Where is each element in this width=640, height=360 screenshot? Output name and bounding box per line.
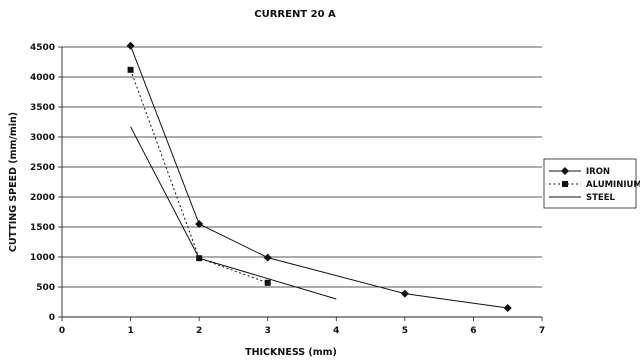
chart-title: CURRENT 20 A bbox=[254, 9, 336, 20]
x-tick-label-1: 1 bbox=[127, 326, 133, 336]
point-iron-2 bbox=[195, 220, 204, 228]
y-tick-label-1500: 1500 bbox=[30, 223, 55, 233]
y-tick-label-4500: 4500 bbox=[30, 43, 55, 53]
legend: IRON ALUMINIUM STEEL bbox=[543, 158, 640, 209]
y-tick-label-2500: 2500 bbox=[30, 163, 55, 173]
y-tick-label-0: 0 bbox=[49, 313, 55, 323]
legend-label-iron: IRON bbox=[586, 167, 610, 177]
series-line-iron bbox=[130, 45, 508, 309]
legend-marker-aluminium bbox=[562, 181, 568, 187]
x-tick-label-0: 0 bbox=[59, 326, 65, 336]
series-line-aluminium bbox=[130, 69, 268, 284]
point-aluminium-1 bbox=[127, 66, 134, 73]
point-iron-5 bbox=[400, 289, 409, 298]
y-tick-label-500: 500 bbox=[36, 283, 55, 293]
series-line-steel bbox=[130, 126, 337, 300]
legend-label-aluminium: ALUMINIUM bbox=[586, 180, 640, 190]
x-tick-label-7: 7 bbox=[539, 326, 545, 336]
axes bbox=[58, 46, 543, 321]
x-tick-label-4: 4 bbox=[333, 326, 339, 336]
legend-label-steel: STEEL bbox=[586, 193, 616, 203]
point-iron-3 bbox=[263, 253, 272, 262]
y-tick-label-4000: 4000 bbox=[30, 73, 55, 83]
x-tick-label-3: 3 bbox=[265, 326, 271, 336]
x-axis-label: THICKNESS (mm) bbox=[245, 347, 337, 358]
y-tick-label-3500: 3500 bbox=[30, 103, 55, 113]
y-tick-labels: 0 500 1000 1500 2000 2500 3000 3500 4000 4500 bbox=[30, 43, 55, 323]
point-aluminium-3 bbox=[264, 279, 271, 286]
legend-marker-iron bbox=[561, 167, 569, 175]
plot-series bbox=[126, 41, 512, 312]
y-tick-label-2000: 2000 bbox=[30, 193, 55, 203]
point-iron-1 bbox=[126, 41, 135, 50]
point-iron-6.5 bbox=[503, 304, 512, 312]
y-axis-label: CUTTING SPEED (mm/min) bbox=[8, 112, 19, 252]
x-tick-label-6: 6 bbox=[470, 326, 476, 336]
grid bbox=[62, 46, 542, 288]
y-tick-label-1000: 1000 bbox=[30, 253, 55, 263]
x-tick-label-5: 5 bbox=[402, 326, 408, 336]
y-tick-label-3000: 3000 bbox=[30, 133, 55, 143]
x-tick-label-2: 2 bbox=[196, 326, 202, 336]
x-tick-labels: 0 1 2 3 4 5 6 7 bbox=[59, 326, 545, 336]
